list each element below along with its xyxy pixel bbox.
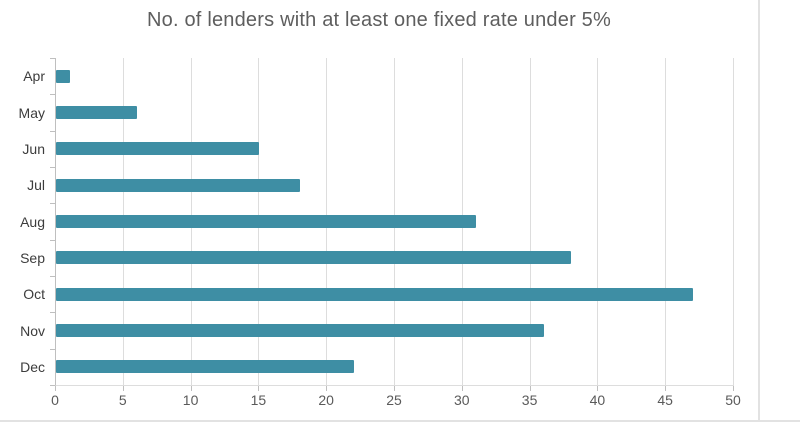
bar-aug — [56, 215, 477, 228]
x-axis-label-10: 10 — [182, 392, 199, 408]
y-axis-label-may: May — [18, 104, 45, 121]
y-axis-label-jul: Jul — [27, 177, 45, 194]
x-axis-label-25: 25 — [386, 392, 402, 408]
bar-oct — [56, 287, 694, 301]
x-axis-label-20: 20 — [318, 392, 334, 408]
chart-title: No. of lenders with at least one fixed r… — [147, 9, 611, 31]
x-axis-tick-40 — [597, 386, 599, 391]
y-axis-tick-0 — [50, 58, 55, 59]
bar-jul — [56, 178, 301, 192]
x-axis-tick-45 — [665, 386, 667, 391]
y-axis-tick-4 — [50, 203, 55, 205]
gridline-40 — [597, 58, 599, 385]
x-axis-label-5: 5 — [118, 392, 127, 408]
y-axis-label-apr: Apr — [23, 68, 45, 85]
x-axis-tick-20 — [326, 386, 328, 391]
y-axis-tick-7 — [50, 312, 55, 314]
plot-area — [55, 58, 734, 386]
gridline-35 — [529, 58, 531, 385]
x-axis-tick-15 — [258, 386, 260, 391]
y-axis-label-dec: Dec — [20, 358, 45, 375]
x-axis-tick-0 — [55, 386, 56, 391]
x-axis-label-45: 45 — [657, 392, 673, 408]
x-axis-tick-35 — [529, 386, 531, 391]
y-axis-label-nov: Nov — [20, 322, 45, 339]
bottom-divider — [0, 420, 800, 422]
y-axis-tick-2 — [50, 130, 55, 132]
x-axis-tick-30 — [461, 386, 463, 391]
gridline-50 — [733, 58, 734, 385]
x-axis-label-50: 50 — [725, 392, 741, 408]
bar-may — [56, 106, 138, 119]
y-axis-tick-9 — [50, 385, 55, 386]
bar-jun — [56, 142, 260, 156]
y-axis-tick-8 — [50, 348, 55, 350]
x-axis-tick-10 — [190, 386, 192, 391]
x-axis-label-30: 30 — [454, 392, 470, 408]
y-axis-tick-1 — [50, 94, 55, 96]
bar-apr — [56, 69, 70, 83]
y-axis-label-aug: Aug — [20, 213, 45, 230]
y-axis-label-sep: Sep — [20, 249, 45, 266]
x-axis-label-40: 40 — [589, 392, 606, 408]
gridline-45 — [665, 58, 667, 385]
x-axis-label-15: 15 — [250, 392, 267, 408]
bar-nov — [56, 324, 545, 337]
y-axis-tick-6 — [50, 276, 55, 277]
chart-card: No. of lenders with at least one fixed r… — [18, 0, 760, 421]
x-axis-tick-5 — [122, 386, 124, 391]
bar-sep — [56, 251, 572, 265]
y-axis-tick-3 — [50, 167, 55, 168]
x-axis-tick-25 — [394, 386, 395, 391]
x-axis-tick-50 — [733, 386, 734, 391]
x-axis-label-35: 35 — [521, 392, 538, 408]
y-axis-tick-5 — [50, 239, 55, 241]
x-axis-label-0: 0 — [51, 392, 59, 408]
bar-dec — [56, 360, 355, 374]
y-axis-label-jun: Jun — [22, 140, 45, 157]
y-axis-label-oct: Oct — [23, 286, 45, 303]
